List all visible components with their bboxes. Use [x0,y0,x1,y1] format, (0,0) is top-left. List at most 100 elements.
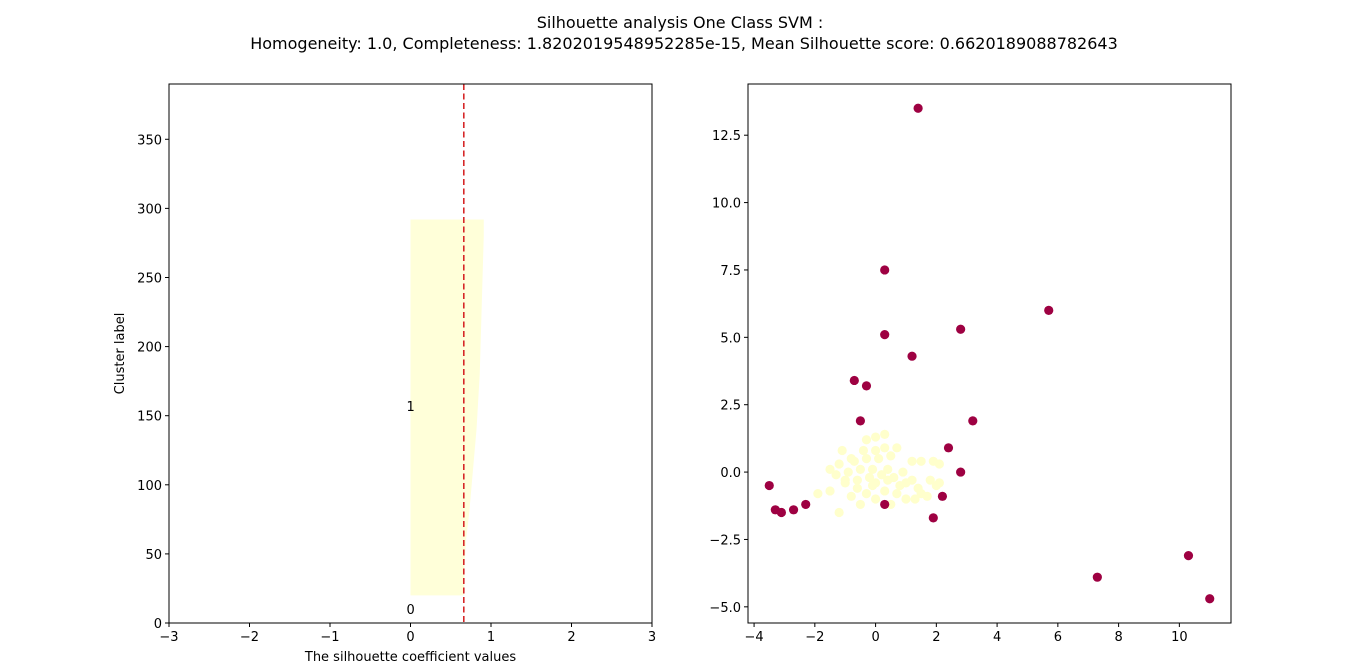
x-tick-label: 2 [567,630,575,645]
scatter-point-series-0 [846,491,856,501]
scatter-point-series-0 [825,464,835,474]
scatter-point-series-0 [910,494,920,504]
scatter-point-series-0 [883,475,893,485]
x-tick-label: 10 [1171,630,1188,645]
scatter-point-series-0 [883,464,893,474]
scatter-point-series-0 [834,459,844,469]
figure-title-line-1: Silhouette analysis One Class SVM : [537,13,824,32]
scatter-point-series-0 [922,491,932,501]
y-tick-label: 350 [137,133,162,148]
x-axis-label: The silhouette coefficient values [304,650,516,662]
scatter-point-series-0 [858,445,869,456]
y-tick-label: 0.0 [720,466,741,481]
scatter-point-series-1 [880,330,890,340]
scatter-point-series-0 [852,475,862,485]
scatter-point-series-0 [934,478,944,488]
scatter-point-series-0 [898,467,908,477]
y-axis-label: Cluster label [113,313,128,395]
x-tick-label: −4 [744,630,763,645]
scatter-point-series-0 [913,483,923,493]
y-tick-label: −2.5 [709,533,741,548]
scatter-point-series-0 [880,429,890,439]
x-tick-label: 0 [871,630,879,645]
scatter-point-series-0 [861,489,872,499]
cluster-label-1: 1 [407,400,415,415]
scatter-point-series-0 [813,489,823,499]
x-tick-label: −2 [805,630,824,645]
y-tick-label: −5.0 [709,601,741,616]
y-tick-label: 300 [137,202,162,217]
scatter-point-series-1 [1205,594,1215,604]
scatter-point-series-0 [831,470,841,480]
scatter-point-series-0 [892,443,902,453]
x-tick-label: 3 [648,630,656,645]
y-tick-label: 250 [137,271,162,286]
scatter-point-series-1 [788,505,799,515]
scatter-point-series-1 [956,467,966,477]
scatter-point-series-1 [928,513,938,523]
x-tick-label: 2 [932,630,940,645]
x-tick-label: 1 [487,630,495,645]
scatter-point-series-0 [870,445,881,456]
scatter-point-series-0 [925,475,935,485]
scatter-point-series-0 [861,435,872,445]
scatter-point-series-1 [849,375,859,386]
scatter-point-series-1 [968,416,978,426]
scatter-point-series-0 [880,443,890,453]
scatter-point-series-0 [861,454,872,464]
axes-frame [747,83,1232,624]
scatter-point-series-0 [916,456,926,466]
y-tick-label: 10.0 [712,197,741,212]
x-tick-label: 6 [1054,630,1062,645]
x-tick-label: −3 [159,630,178,645]
y-tick-label: 2.5 [720,399,741,414]
scatter-point-series-1 [764,480,774,491]
y-tick-label: 5.0 [720,331,741,346]
scatter-point-series-0 [867,480,878,491]
scatter-point-series-1 [907,351,917,361]
scatter-point-series-1 [1183,551,1194,561]
y-tick-label: 0 [154,617,162,632]
silhouette-area-cluster-1 [410,219,484,596]
scatter-point-series-0 [843,467,853,477]
scatter-point-series-1 [937,491,948,501]
scatter-point-series-0 [901,494,911,504]
scatter-point-series-1 [880,265,890,275]
x-tick-label: 4 [993,630,1001,645]
cluster-label-0: 0 [407,603,415,618]
scatter-point-series-0 [825,486,835,496]
scatter-point-series-1 [913,103,923,113]
scatter-point-series-1 [956,324,966,334]
scatter-point-series-0 [864,472,875,483]
scatter-point-series-1 [880,499,890,510]
scatter-point-series-1 [1092,572,1102,582]
scatter-point-series-1 [801,499,811,510]
x-tick-label: 8 [1114,630,1122,645]
scatter-point-series-0 [855,464,865,474]
scatter-point-series-0 [880,486,890,496]
y-tick-label: 7.5 [720,264,741,279]
scatter-point-series-0 [846,454,856,464]
scatter-point-series-0 [852,483,862,493]
scatter-plot: −4 −2 0 2 4 6 8 10 −5.0 −2.5 0.0 2.5 5.0 7.5 10.0 12.5 [709,83,1232,645]
x-tick-label: 0 [406,630,414,645]
scatter-point-series-1 [1044,305,1054,315]
scatter-point-series-0 [934,459,944,469]
scatter-point-series-0 [877,470,887,480]
x-tick-label: −2 [240,630,259,645]
scatter-point-series-1 [861,381,872,391]
scatter-point-series-1 [943,443,954,453]
figure-title-line-2: Homogeneity: 1.0, Completeness: 1.820201… [250,34,1118,53]
scatter-point-series-0 [870,494,881,504]
y-tick-label: 150 [137,410,162,425]
silhouette-plot: 0 1 −3 −2 −1 0 1 2 3 0 50 100 150 200 250 300 350 The sil… [113,83,656,662]
y-tick-label: 50 [145,548,162,563]
scatter-point-series-0 [867,464,878,474]
scatter-point-series-0 [837,445,847,456]
scatter-point-series-1 [776,507,787,518]
scatter-point-series-0 [855,499,865,510]
y-tick-label: 200 [137,341,162,356]
y-tick-label: 100 [137,479,162,494]
scatter-point-series-0 [886,451,896,461]
